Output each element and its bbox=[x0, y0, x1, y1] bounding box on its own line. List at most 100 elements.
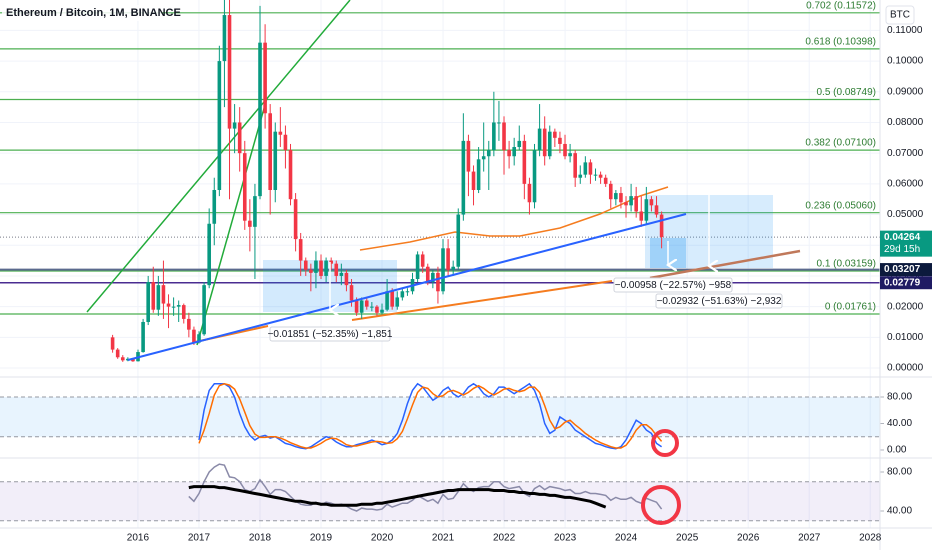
candle-body bbox=[578, 174, 583, 178]
indicator-line bbox=[198, 383, 663, 449]
candle-body bbox=[126, 358, 130, 361]
candle-body bbox=[278, 131, 283, 135]
candle-body bbox=[370, 306, 374, 308]
candle-body bbox=[624, 202, 628, 206]
candle-body bbox=[476, 159, 481, 190]
candle-body bbox=[222, 15, 227, 62]
candle-body bbox=[568, 153, 572, 157]
candle-body bbox=[248, 220, 252, 227]
candle-body bbox=[202, 285, 206, 335]
candle-body bbox=[187, 318, 191, 330]
candle-body bbox=[258, 42, 262, 197]
candle-body bbox=[405, 291, 410, 293]
trend-line bbox=[649, 249, 801, 280]
candle-body bbox=[547, 131, 552, 157]
candle-body bbox=[329, 260, 333, 264]
y-tick-label: 40.00 bbox=[887, 506, 912, 517]
candle-body bbox=[207, 223, 211, 286]
fib-label: 0.702 (0.11572) bbox=[806, 0, 876, 11]
candle-body bbox=[227, 15, 232, 129]
y-tick-label: 0.05000 bbox=[887, 209, 924, 220]
y-tick-label: 0.01000 bbox=[887, 332, 924, 343]
candle-body bbox=[339, 272, 344, 276]
measure-label: −0.01851 (−52.35%) −1,851 bbox=[268, 329, 393, 340]
y-tick-label: 0.10000 bbox=[887, 56, 924, 67]
candle-body bbox=[268, 113, 272, 190]
x-tick-label: 2018 bbox=[249, 533, 272, 544]
highlight-circle bbox=[651, 429, 679, 457]
y-tick-label: 80.00 bbox=[887, 392, 912, 403]
candle-body bbox=[588, 162, 593, 175]
candle-body bbox=[400, 291, 405, 298]
candle-body bbox=[237, 122, 242, 154]
y-tick-label: 0.00000 bbox=[887, 363, 924, 374]
candle-body bbox=[375, 306, 379, 313]
candle-body bbox=[634, 196, 638, 212]
currency-box[interactable] bbox=[885, 5, 915, 25]
candle-body bbox=[603, 177, 608, 184]
candle-body bbox=[344, 272, 349, 286]
candle-body bbox=[364, 300, 369, 307]
candle-body bbox=[253, 196, 257, 227]
band bbox=[0, 481, 880, 521]
trend-line bbox=[351, 280, 613, 321]
candle-body bbox=[542, 128, 547, 157]
candle-body bbox=[283, 134, 288, 151]
candle-body bbox=[298, 239, 303, 261]
x-tick-label: 2023 bbox=[554, 533, 577, 544]
x-tick-label: 2019 bbox=[310, 533, 333, 544]
candle-body bbox=[558, 137, 562, 144]
candle-body bbox=[197, 334, 201, 343]
candle-body bbox=[385, 291, 389, 310]
candle-body bbox=[436, 272, 440, 292]
x-tick-label: 2020 bbox=[371, 533, 394, 544]
y-tick-label: 0.00 bbox=[887, 445, 907, 456]
symbol-title: Ethereum / Bitcoin, 1M, BINANCE bbox=[6, 7, 181, 19]
candle-body bbox=[110, 337, 115, 350]
candle-body bbox=[649, 199, 654, 206]
candle-body bbox=[486, 150, 491, 157]
price-label-bg bbox=[880, 263, 932, 277]
candle-body bbox=[415, 254, 420, 280]
candle-body bbox=[537, 128, 542, 151]
indicator-line bbox=[188, 485, 607, 509]
x-tick-label: 2016 bbox=[127, 533, 150, 544]
candle-body bbox=[481, 156, 486, 160]
x-tick-label: 2024 bbox=[615, 533, 638, 544]
y-tick-label: 0.11000 bbox=[887, 25, 923, 36]
y-tick-label: 40.00 bbox=[887, 418, 912, 429]
candle-body bbox=[324, 260, 328, 276]
fib-label: 0.5 (0.08749) bbox=[817, 87, 877, 98]
candle-body bbox=[131, 358, 135, 362]
highlight-circle bbox=[641, 485, 681, 525]
candle-body bbox=[502, 122, 506, 151]
x-tick-label: 2028 bbox=[859, 533, 882, 544]
candle-body bbox=[293, 199, 298, 240]
indicators bbox=[0, 382, 884, 522]
x-tick-label: 2022 bbox=[493, 533, 516, 544]
measure-label-bg bbox=[613, 277, 733, 293]
band bbox=[0, 397, 880, 437]
candle-body bbox=[263, 42, 267, 114]
candle-body bbox=[354, 300, 359, 313]
price-label: 0.03207 bbox=[884, 264, 921, 275]
y-tick-label: 0.09000 bbox=[887, 86, 924, 97]
fib-label: 0.236 (0.05060) bbox=[805, 200, 876, 211]
candle-body bbox=[288, 150, 293, 200]
candle-body bbox=[431, 272, 435, 283]
candle-body bbox=[309, 269, 313, 273]
candle-body bbox=[192, 329, 196, 343]
measure-label-bg bbox=[655, 293, 783, 309]
candle-body bbox=[608, 183, 613, 200]
candle-body bbox=[466, 140, 471, 172]
candle-body bbox=[446, 248, 450, 270]
candle-body bbox=[420, 254, 425, 267]
candle-body bbox=[619, 193, 623, 203]
candle-body bbox=[166, 303, 171, 307]
currency: BTC bbox=[890, 10, 910, 21]
candle-body bbox=[425, 266, 430, 283]
candle-body bbox=[553, 131, 557, 138]
candle-body bbox=[146, 282, 150, 322]
countdown: 29d 15h bbox=[884, 244, 920, 255]
